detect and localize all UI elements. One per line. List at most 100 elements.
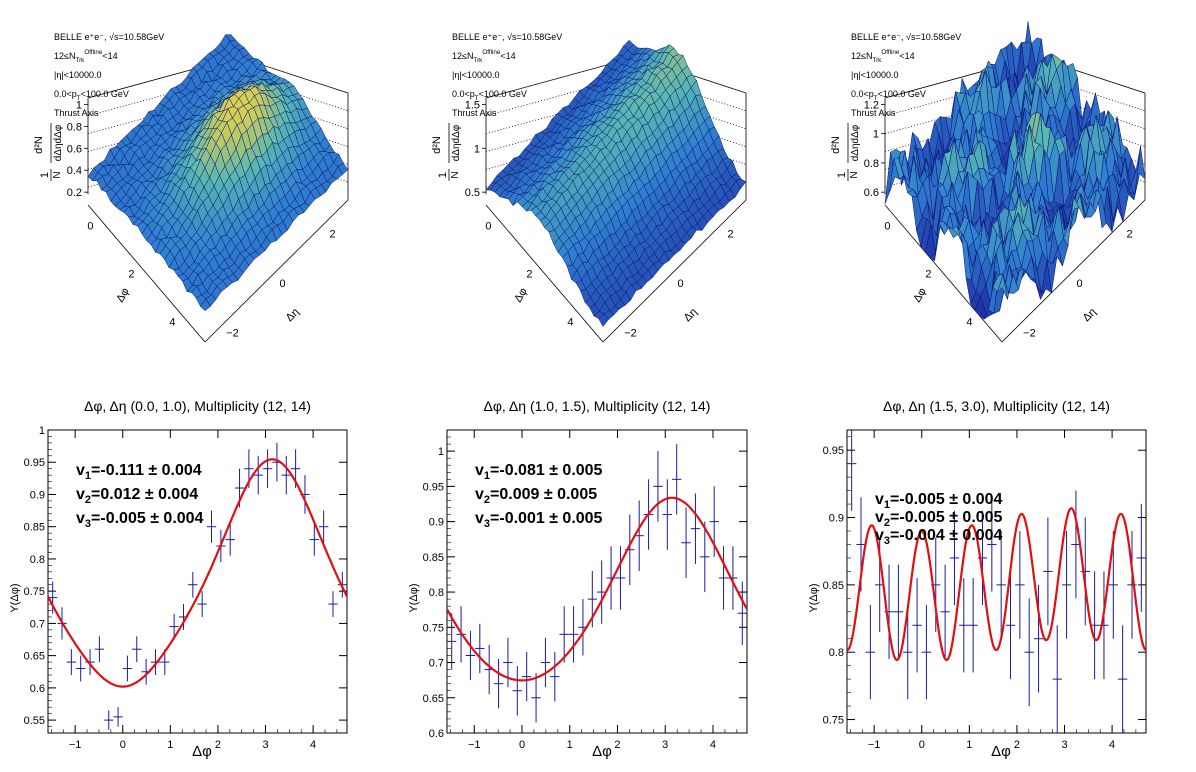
phi-tick-label: 2 <box>925 269 931 281</box>
data-point <box>150 649 161 675</box>
data-point <box>122 655 133 682</box>
data-point <box>225 523 235 556</box>
eta-tick-label: 2 <box>329 228 335 240</box>
info-line-4: 0.0<pT<100.0 GeV <box>54 89 129 102</box>
x-tick-label: 3 <box>262 739 268 751</box>
plot-area <box>48 442 347 730</box>
y-tick-label: 0.95 <box>423 481 444 493</box>
y-tick-label: 0.75 <box>24 586 45 598</box>
y-tick-label: 0.95 <box>823 445 844 457</box>
x-tick-label: 2 <box>1014 739 1020 751</box>
z-label-part: 1 <box>39 172 51 178</box>
phi-tick-label: 0 <box>884 221 890 233</box>
data-point <box>169 613 179 640</box>
surface-plot-1: BELLE e⁺e⁻, √s=10.58GeV 12≤NTrkOffline<14… <box>33 32 349 343</box>
y-tick-label: 0.7 <box>30 618 45 630</box>
y-tick-label: 0.9 <box>429 517 444 529</box>
data-point <box>540 637 551 688</box>
x-tick-label: 1 <box>567 739 573 751</box>
data-point <box>493 659 504 709</box>
data-point <box>522 651 532 702</box>
x-tick-label: 0 <box>919 739 925 751</box>
info-line-5: Thrust Axis <box>452 108 497 118</box>
info-line-2: 12≤NTrkOffline<14 <box>851 49 915 64</box>
y-tick-label: 0.85 <box>423 552 444 564</box>
y-tick-label: 0.65 <box>423 693 444 705</box>
z-label-part: N <box>52 171 63 178</box>
y-axis-label: Y(Δφ) <box>9 583 21 612</box>
z-tick-label: 0.8 <box>67 121 82 133</box>
phi-axis-label: Δφ <box>512 286 530 305</box>
z-label-part: 1 <box>437 172 449 178</box>
z-tick-label: 0.5 <box>465 187 480 199</box>
info-line-1: BELLE e⁺e⁻, √s=10.58GeV <box>851 32 961 42</box>
back-grid-line <box>1034 74 1146 112</box>
phi-tick-label: 0 <box>485 221 491 233</box>
fit-curve <box>847 506 1146 662</box>
fit-curve <box>48 458 347 688</box>
fit-annotation: v1=-0.005 ± 0.004 <box>875 491 1003 511</box>
data-point <box>921 605 932 700</box>
z-label-part: dΔηdΔφ <box>53 124 64 161</box>
info-line-3: |η|<10000.0 <box>452 70 499 80</box>
data-point <box>1033 584 1044 693</box>
data-point <box>197 591 207 617</box>
info-line-3: |η|<10000.0 <box>851 70 898 80</box>
data-point <box>328 591 338 617</box>
y-tick-label: 0.65 <box>24 651 45 663</box>
data-point <box>903 605 913 700</box>
eta-tick-label: 2 <box>727 228 733 240</box>
surface-cell <box>997 274 1008 300</box>
plot-title: Δφ, Δη (1.0, 1.5), Multiplicity (12, 14) <box>484 398 711 414</box>
data-point <box>76 655 86 682</box>
info-line-2: 12≤NTrkOffline<14 <box>54 49 118 64</box>
x-tick-label: 1 <box>966 739 972 751</box>
data-point <box>94 636 105 663</box>
data-point <box>1015 531 1025 639</box>
plot-frame <box>446 429 748 734</box>
z-tick-label: 0.6 <box>67 143 82 155</box>
front-right-edge <box>204 199 349 343</box>
fit-plot-1: Δφ, Δη (0.0, 1.0), Multiplicity (12, 14)… <box>9 398 348 760</box>
phi-tick-label: 2 <box>526 269 532 281</box>
fit-annotation: v2=0.009 ± 0.005 <box>475 486 597 506</box>
data-point <box>690 493 701 564</box>
surface-plot-3: BELLE e⁺e⁻, √s=10.58GeV 12≤NTrkOffline<14… <box>830 21 1146 343</box>
data-point <box>512 666 522 716</box>
data-point <box>113 707 123 727</box>
z-label-part: dΔηdΔφ <box>850 124 861 161</box>
z-label-part: dΔηdΔφ <box>451 124 462 161</box>
y-tick-label: 0.9 <box>829 513 844 525</box>
data-point <box>865 605 876 700</box>
data-point <box>737 581 747 645</box>
x-tick-label: 0 <box>120 739 126 751</box>
data-point <box>262 449 273 489</box>
data-point <box>1024 598 1034 707</box>
phi-tick-label: 2 <box>128 269 134 281</box>
x-tick-label: 0 <box>519 739 525 751</box>
eta-tick-label: −2 <box>624 328 637 340</box>
y-axis-label: Y(Δφ) <box>808 583 820 612</box>
data-point <box>475 623 485 674</box>
data-point <box>1052 625 1062 733</box>
data-point <box>1043 517 1053 626</box>
data-point <box>634 500 644 571</box>
data-point <box>66 649 77 675</box>
eta-tick-label: 0 <box>1076 278 1082 290</box>
data-point <box>253 455 263 495</box>
info-line-4: 0.0<pT<100.0 GeV <box>452 89 527 102</box>
z-label-part: N <box>849 171 860 178</box>
data-point <box>309 523 319 556</box>
phi-tick-label: 4 <box>169 316 175 328</box>
y-tick-label: 0.75 <box>823 715 844 727</box>
data-point <box>550 651 560 702</box>
data-point <box>968 578 978 673</box>
data-point <box>653 451 663 522</box>
y-tick-label: 0.9 <box>30 489 45 501</box>
data-point <box>132 636 142 663</box>
info-line-1: BELLE e⁺e⁻, √s=10.58GeV <box>452 32 562 42</box>
x-tick-label: 3 <box>1061 739 1067 751</box>
x-tick-label: 4 <box>310 739 316 751</box>
